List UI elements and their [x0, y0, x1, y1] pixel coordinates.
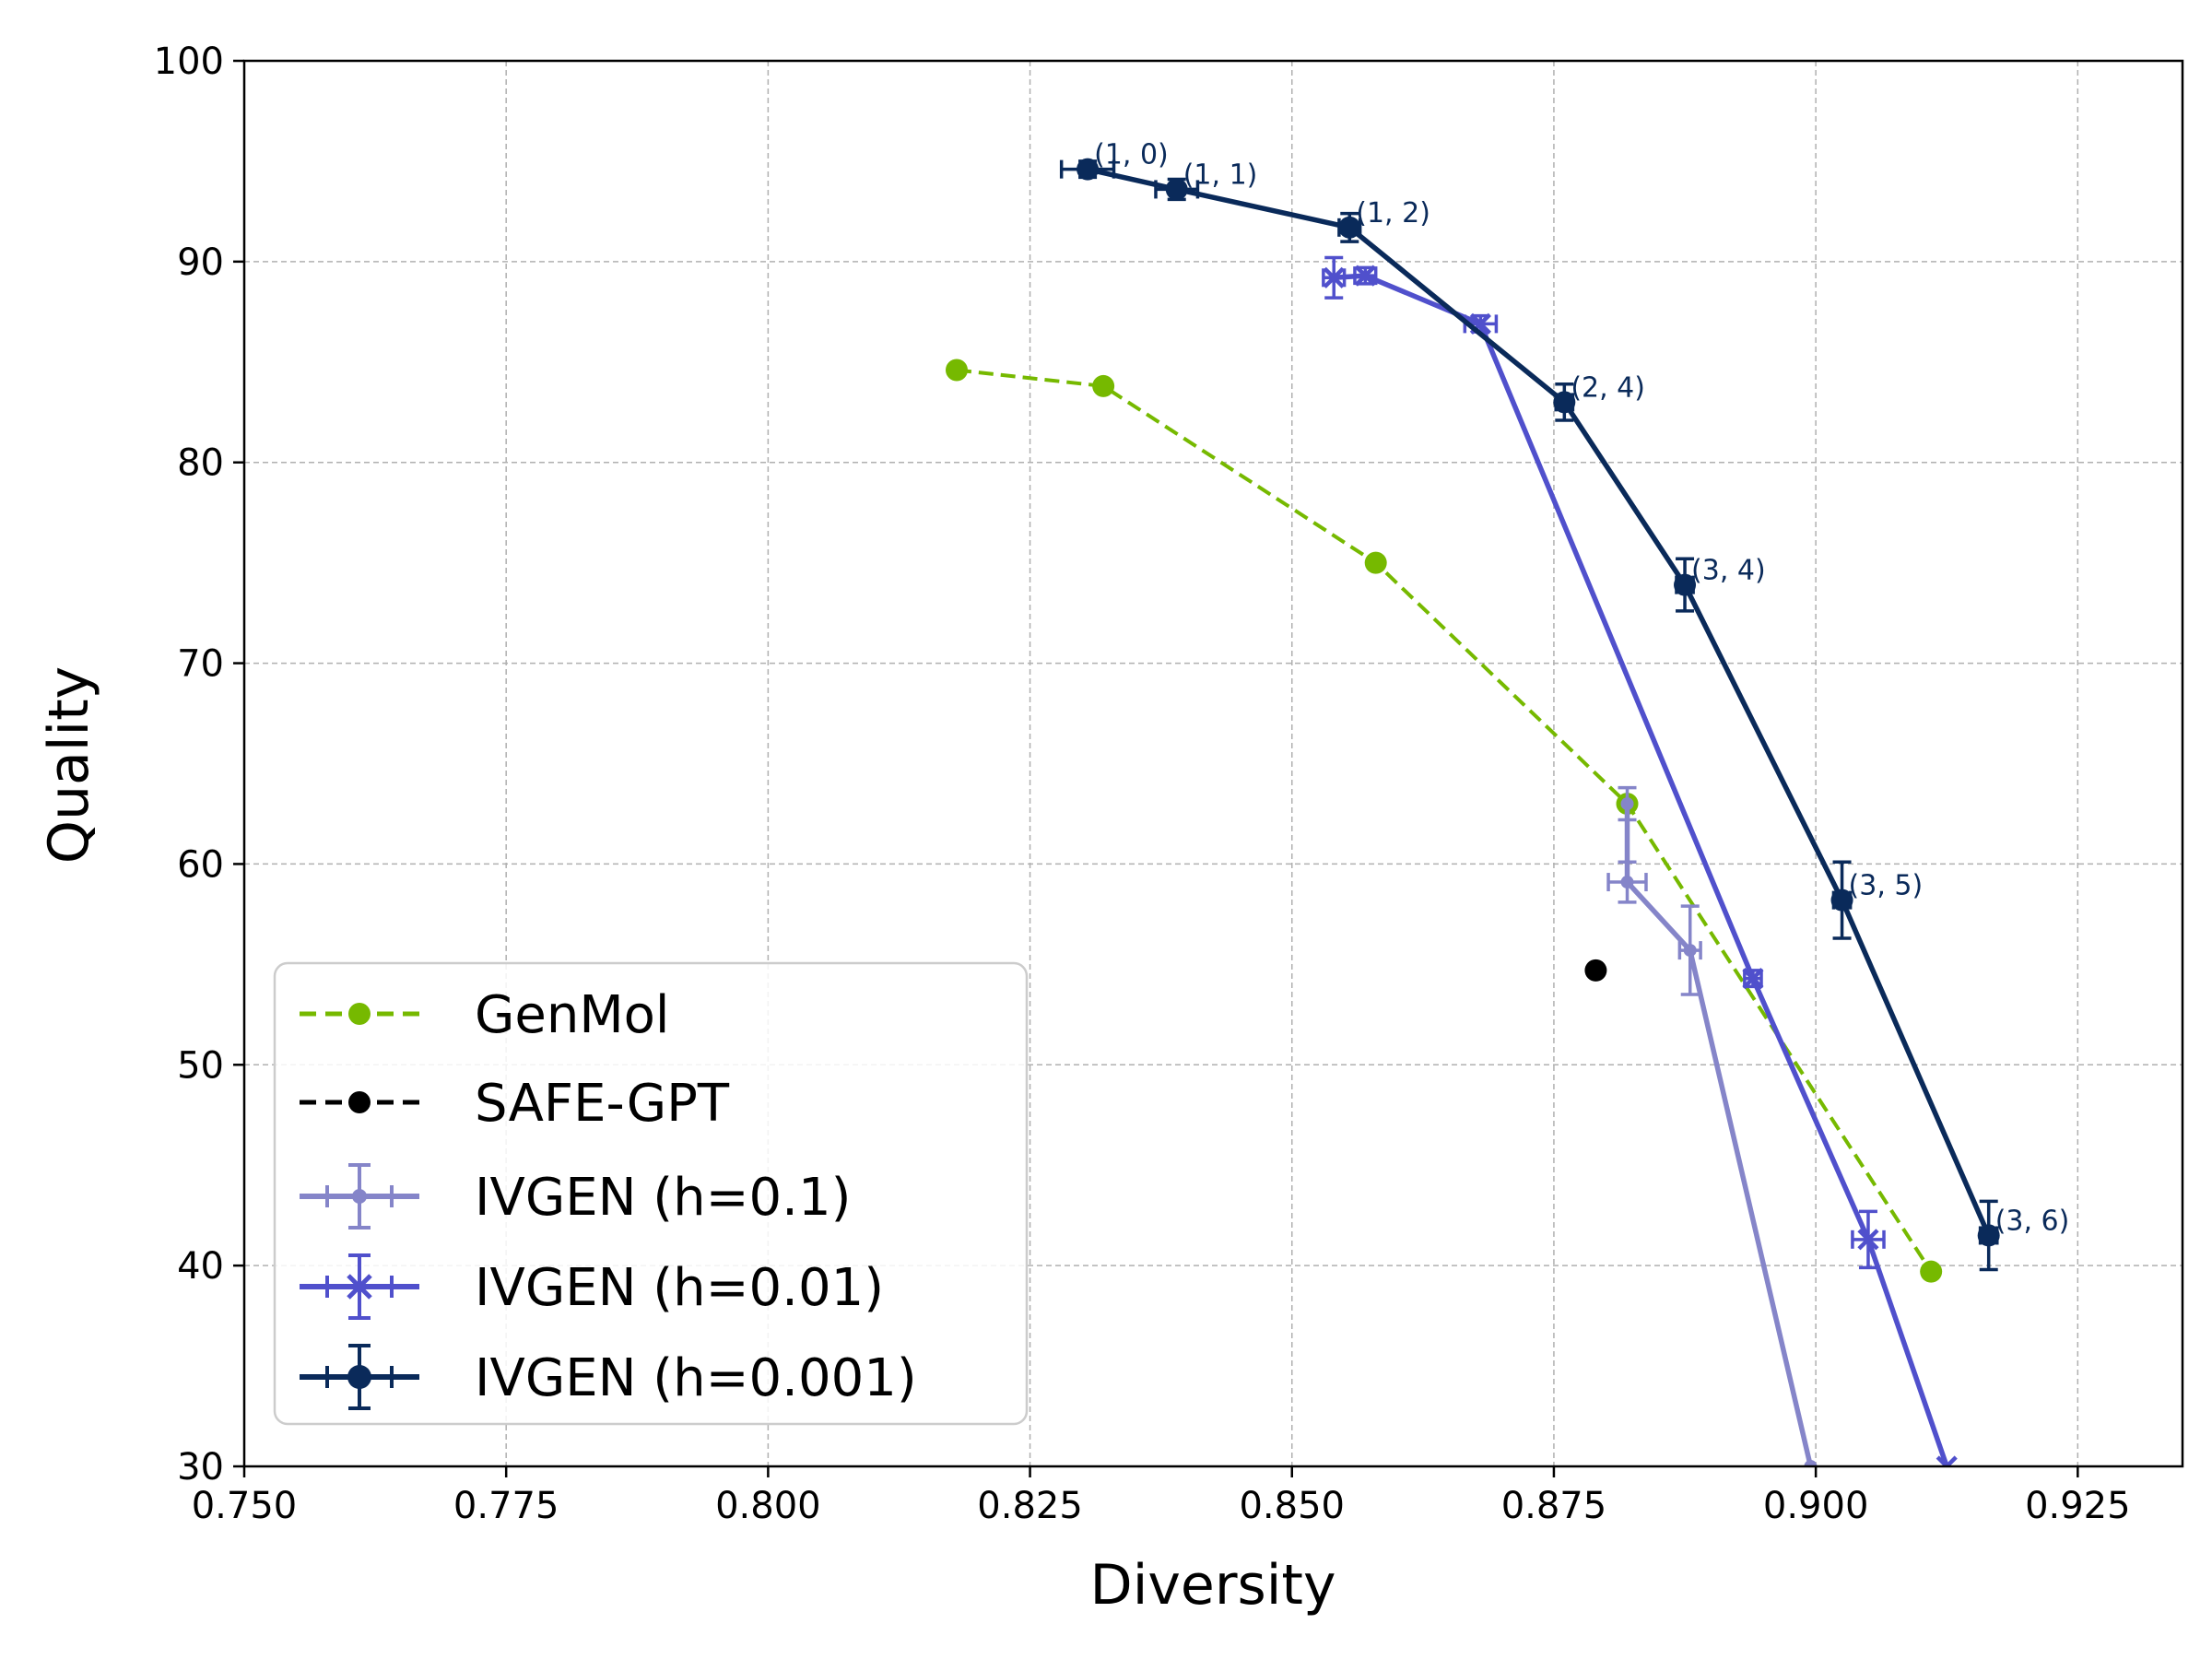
legend-label-ivgen-h001: IVGEN (h=0.01)	[475, 1258, 884, 1318]
data-point-genmol	[946, 359, 968, 382]
y-tick-label: 90	[177, 241, 224, 284]
data-point-genmol	[1920, 1261, 1942, 1283]
x-tick-label: 0.925	[2025, 1485, 2131, 1527]
point-label-ivgen-h0001: (1, 2)	[1356, 197, 1430, 229]
point-label-ivgen-h0001: (3, 4)	[1691, 555, 1766, 587]
x-axis-label: Diversity	[1090, 1553, 1336, 1618]
x-tick-label: 0.775	[453, 1485, 559, 1527]
data-point-ivgen-h01	[1621, 797, 1634, 810]
point-label-ivgen-h0001: (3, 5)	[1849, 870, 1924, 902]
data-point-safe-gpt	[1584, 959, 1606, 982]
y-axis-label: Quality	[37, 666, 101, 864]
point-label-ivgen-h0001: (1, 0)	[1094, 139, 1169, 171]
point-label-ivgen-h0001: (2, 4)	[1571, 371, 1645, 404]
legend-label-ivgen-h01: IVGEN (h=0.1)	[475, 1168, 851, 1228]
data-point-genmol	[1092, 375, 1114, 397]
x-tick-label: 0.850	[1239, 1485, 1345, 1527]
y-tick-label: 70	[177, 643, 224, 686]
legend-marker-genmol	[348, 1003, 371, 1025]
y-tick-label: 80	[177, 442, 224, 485]
legend-label-safe-gpt: SAFE-GPT	[475, 1074, 730, 1134]
x-tick-label: 0.900	[1763, 1485, 1869, 1527]
y-tick-label: 60	[177, 843, 224, 886]
x-tick-label: 0.875	[1501, 1485, 1607, 1527]
legend-marker-ivgen-h0001	[347, 1365, 371, 1389]
data-point-ivgen-h01	[1621, 876, 1634, 888]
point-label-ivgen-h0001: (1, 1)	[1183, 159, 1258, 191]
legend-marker-safe-gpt	[348, 1091, 371, 1113]
y-tick-label: 30	[177, 1446, 224, 1488]
x-tick-label: 0.750	[192, 1485, 298, 1527]
data-point-genmol	[1365, 552, 1387, 574]
y-tick-label: 100	[154, 41, 224, 83]
legend-label-ivgen-h0001: IVGEN (h=0.001)	[475, 1348, 917, 1408]
y-tick-label: 40	[177, 1245, 224, 1288]
legend-label-genmol: GenMol	[475, 985, 669, 1045]
data-point-ivgen-h01	[1684, 944, 1697, 957]
series-safe-gpt	[1584, 959, 1606, 982]
y-tick-label: 50	[177, 1044, 224, 1087]
point-label-ivgen-h0001: (3, 6)	[1995, 1205, 2070, 1237]
x-tick-label: 0.800	[715, 1485, 821, 1527]
legend: GenMol SAFE-GPT IVGEN (h=0.1) IVGEN (	[275, 963, 1027, 1424]
x-tick-label: 0.825	[977, 1485, 1083, 1527]
legend-marker-ivgen-h01	[352, 1189, 367, 1204]
